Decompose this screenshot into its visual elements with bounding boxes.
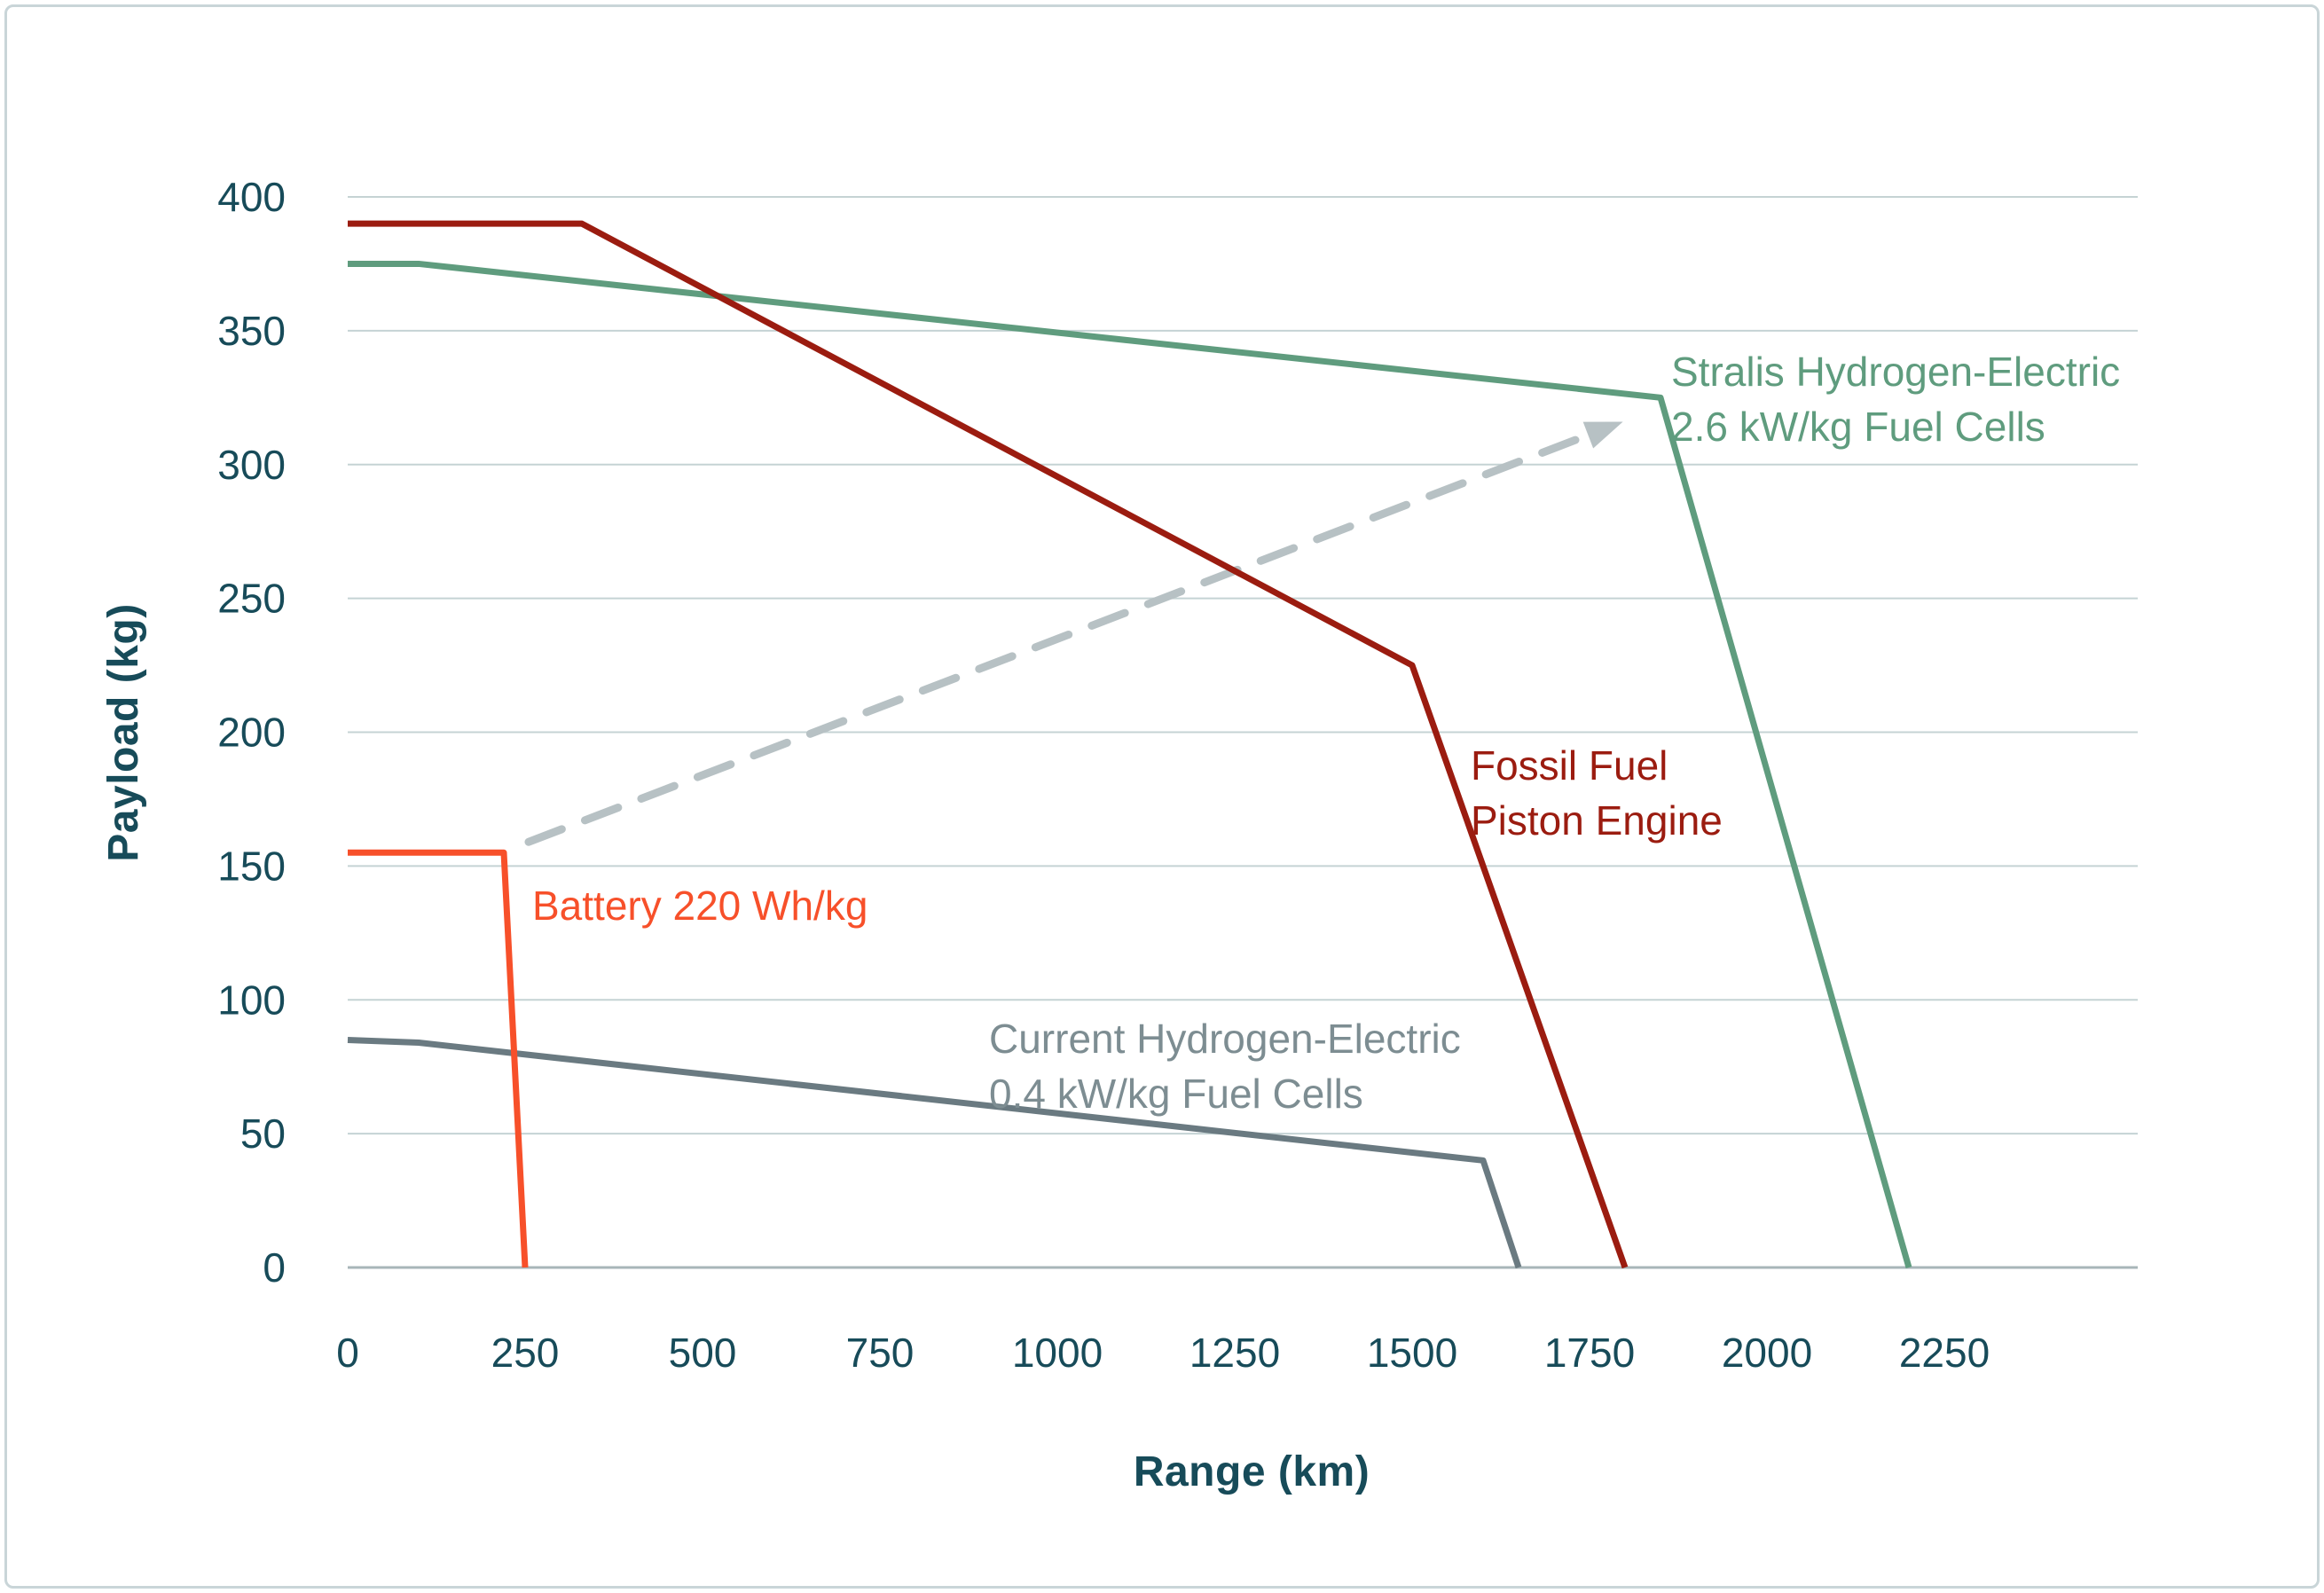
tick-labels-group: 0 50 100 150 200 250 300 350 400 0 250 500 750 1000 12…	[217, 174, 1990, 1376]
x-tick-label-1250: 1250	[1189, 1330, 1280, 1376]
series-line-battery	[348, 849, 529, 1268]
y-tick-label-350: 350	[217, 308, 286, 354]
series-line-fossil	[348, 220, 1629, 1269]
series-line-current	[347, 1037, 1522, 1269]
y-tick-label-150: 150	[217, 843, 286, 889]
y-axis-title: Payload (kg)	[100, 603, 147, 862]
dashed-arrow-line	[524, 431, 1592, 846]
y-tick-label-250: 250	[217, 576, 286, 622]
series-label-battery: Battery 220 Wh/kg	[532, 883, 868, 929]
series-label-fossil-fuel: Fossil Fuel Piston Engine	[1471, 742, 1723, 844]
x-tick-label-1500: 1500	[1367, 1330, 1457, 1376]
y-tick-label-100: 100	[217, 977, 286, 1023]
y-tick-label-200: 200	[217, 710, 286, 756]
series-label-current-hydrogen: Current Hydrogen-Electric 0.4 kW/kg Fuel…	[989, 1016, 1461, 1117]
series-label-stralis-hydrogen: Stralis Hydrogen-Electric 2.6 kW/kg Fuel…	[1671, 349, 2121, 450]
x-tick-label-1000: 1000	[1012, 1330, 1103, 1376]
x-tick-label-750: 750	[846, 1330, 915, 1376]
x-tick-label-2000: 2000	[1722, 1330, 1812, 1376]
improvement-arrow-group	[524, 421, 1623, 846]
y-tick-label-50: 50	[240, 1110, 286, 1157]
x-tick-label-1750: 1750	[1544, 1330, 1635, 1376]
x-axis-title: Range (km)	[1133, 1448, 1370, 1495]
x-tick-label-250: 250	[491, 1330, 560, 1376]
arrow-head-icon	[1582, 421, 1623, 449]
x-tick-label-0: 0	[336, 1330, 359, 1376]
x-tick-label-500: 500	[669, 1330, 737, 1376]
series-line-stralis	[348, 260, 1912, 1268]
series-lines-group	[347, 220, 1912, 1269]
y-tick-label-0: 0	[263, 1244, 286, 1291]
y-tick-label-400: 400	[217, 174, 286, 220]
y-tick-label-300: 300	[217, 442, 286, 488]
gridlines-group	[348, 196, 2138, 1269]
x-tick-label-2250: 2250	[1899, 1330, 1990, 1376]
